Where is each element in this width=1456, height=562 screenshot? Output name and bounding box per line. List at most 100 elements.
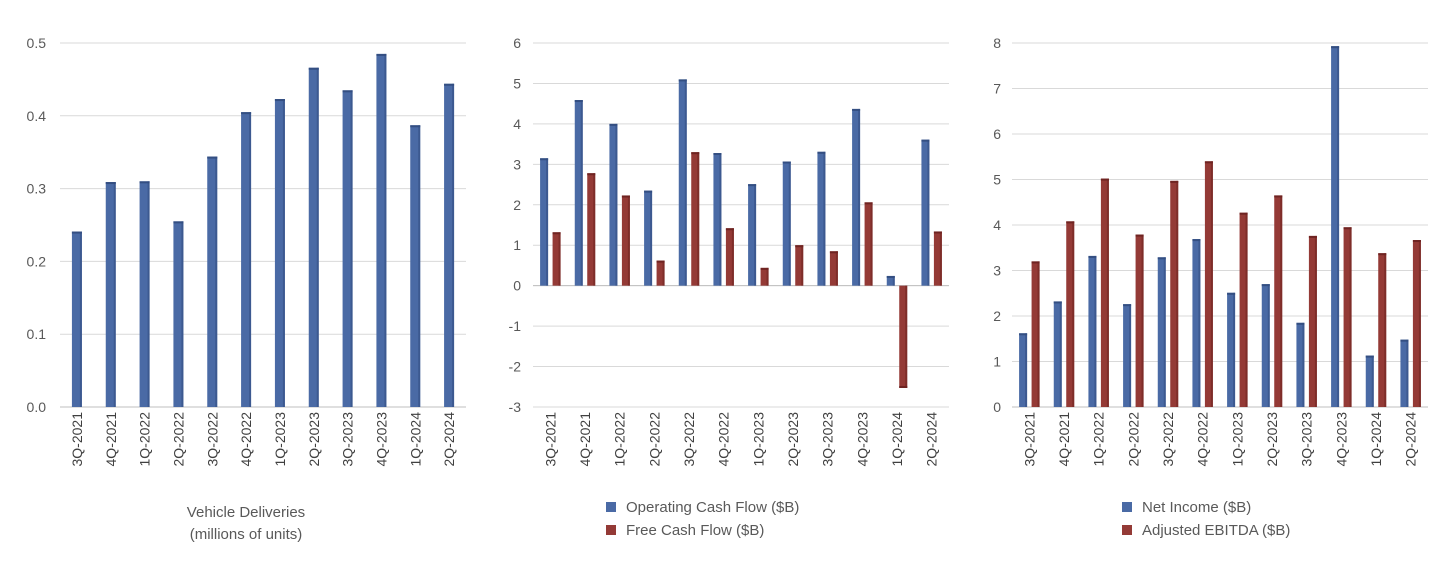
bar-series-2 [795, 245, 804, 286]
chart-1: 0.0 0.1 0.2 0.3 0.4 0.5 3Q-2021 4Q-2021 1Q-2022 2… [27, 35, 466, 543]
y-tick-label: 0.0 [27, 399, 47, 415]
bar-series-1 [644, 190, 653, 286]
x-tick-label: 3Q-2022 [1160, 412, 1176, 467]
bar-series-2 [1378, 253, 1387, 407]
bar-cap [410, 125, 421, 128]
bar-series-2 [1066, 221, 1075, 407]
bar-edge [766, 267, 769, 286]
bar-cap [1331, 46, 1340, 49]
bar-edge [181, 221, 184, 407]
bar-series-2 [725, 228, 734, 286]
legend-swatch [1122, 502, 1132, 512]
bar-cap [1053, 301, 1062, 304]
bar-edge [823, 151, 826, 286]
bar-cap [1100, 178, 1109, 181]
x-tick-label: 4Q-2021 [577, 412, 593, 467]
x-tick-label: 3Q-2022 [204, 412, 220, 467]
bar-series-1 [1296, 322, 1305, 407]
bar-cap [921, 139, 930, 142]
x-tick-label: 1Q-2023 [1229, 412, 1245, 467]
y-tick-label: 4 [513, 116, 521, 132]
bar-series-1 [342, 90, 353, 407]
bar-series-1 [105, 182, 116, 407]
bar-cap [105, 182, 116, 185]
legend-label: Net Income ($B) [1142, 499, 1251, 516]
x-tick-label: 4Q-2021 [1056, 412, 1072, 467]
bar-cap [678, 79, 687, 82]
x-tick-label: 3Q-2023 [820, 412, 836, 467]
bar-edge [905, 285, 908, 388]
bar-edge [1267, 284, 1270, 407]
x-tick-label: 2Q-2023 [306, 412, 322, 467]
x-tick-label: 1Q-2024 [889, 412, 905, 467]
bar-series-1 [1331, 46, 1340, 408]
bar-cap [1066, 221, 1075, 224]
bar-series-1 [376, 53, 387, 408]
bar-series-2 [1170, 180, 1179, 407]
bar-edge [79, 231, 82, 407]
bar-series-1 [852, 108, 861, 286]
bar-edge [1314, 235, 1317, 407]
bar-cap [829, 251, 838, 254]
bar-series-2 [1239, 212, 1248, 407]
bar-edge [1280, 195, 1283, 407]
bar-series-1 [139, 181, 150, 407]
bar-edge [1384, 253, 1387, 407]
bar-series-1 [574, 100, 583, 286]
bar-edge [1094, 255, 1097, 407]
bar-series-1 [1123, 304, 1132, 407]
bar-series-1 [817, 151, 826, 286]
x-tick-label: 3Q-2021 [69, 412, 85, 467]
bar-edge [384, 53, 387, 408]
y-tick-label: 0.5 [27, 35, 47, 51]
bar-cap [817, 151, 826, 154]
bar-series-2 [587, 173, 596, 286]
bar-series-1 [1192, 239, 1201, 407]
bar-cap [376, 53, 387, 56]
bar-edge [1349, 227, 1352, 407]
x-tick-label: 1Q-2023 [272, 412, 288, 467]
bar-edge [684, 79, 687, 286]
bar-series-1 [678, 79, 687, 286]
bar-edge [249, 112, 252, 407]
bar-cap [1378, 253, 1387, 256]
bar-edge [1198, 239, 1201, 407]
x-tick-label: 3Q-2021 [542, 412, 558, 467]
bar-series-2 [1135, 234, 1144, 407]
bar-edge [1059, 301, 1062, 407]
x-tick-label: 4Q-2022 [716, 412, 732, 467]
x-tick-label: 4Q-2021 [103, 412, 119, 467]
x-tick-label: 2Q-2022 [646, 412, 662, 467]
bar-cap [173, 221, 184, 224]
y-tick-label: 0.3 [27, 181, 47, 197]
bar-edge [754, 184, 757, 286]
bar-edge [662, 260, 665, 286]
bar-cap [71, 231, 82, 234]
bar-cap [852, 108, 861, 111]
bar-edge [1302, 322, 1305, 407]
bar-cap [1192, 239, 1201, 242]
bar-cap [609, 123, 618, 126]
bar-series-1 [782, 161, 791, 286]
legend-label: Free Cash Flow ($B) [626, 522, 764, 539]
bar-cap [1031, 261, 1040, 264]
bar-series-1 [1400, 339, 1409, 407]
y-tick-label: 7 [993, 81, 1001, 97]
bar-cap [540, 158, 549, 161]
bar-cap [1343, 227, 1352, 230]
legend-label: Adjusted EBITDA ($B) [1142, 522, 1290, 539]
bar-cap [748, 184, 757, 187]
x-tick-label: 3Q-2023 [1299, 412, 1315, 467]
y-tick-label: 3 [993, 263, 1001, 279]
x-tick-label: 2Q-2024 [1403, 412, 1419, 467]
x-tick-label: 2Q-2022 [1125, 412, 1141, 467]
bar-series-1 [1261, 284, 1270, 407]
bar-edge [593, 173, 596, 286]
bar-edge [1245, 212, 1248, 407]
bar-edge [452, 83, 455, 407]
bar-series-2 [656, 260, 665, 286]
bar-edge [697, 152, 700, 286]
bar-cap [1296, 322, 1305, 325]
bar-edge [147, 181, 150, 407]
